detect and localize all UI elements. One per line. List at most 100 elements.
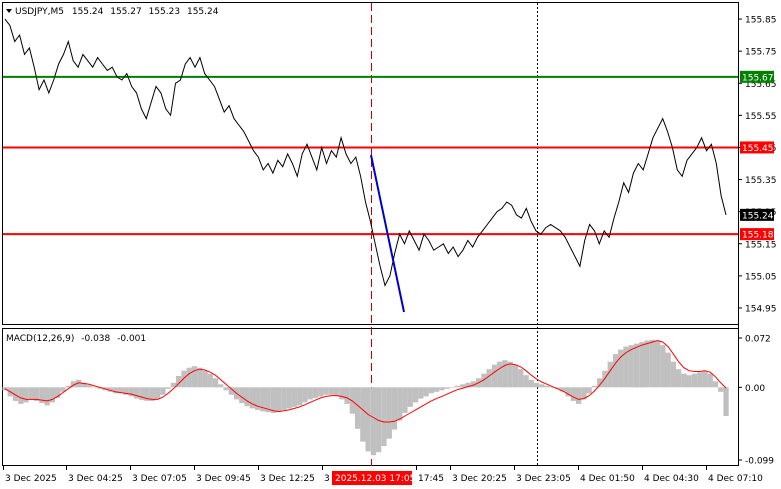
macd-bar-43 — [228, 387, 234, 395]
macd-bar-31 — [165, 387, 171, 389]
macd-bar-122 — [644, 340, 650, 388]
trend-line[interactable] — [370, 154, 405, 313]
price-tick-label-9: 154.95 — [745, 304, 777, 314]
macd-bar-17 — [91, 386, 98, 388]
macd-value: -0.038 — [81, 334, 110, 344]
macd-bar-68 — [360, 387, 366, 442]
macd-bar-113 — [597, 378, 603, 388]
macd-bar-55 — [291, 387, 298, 407]
time-tick-label-2: 3 Dec 07:05 — [132, 474, 187, 484]
macd-bar-86 — [455, 385, 461, 388]
price-tick-label-5: 155.35 — [745, 176, 777, 186]
time-tick-label-0: 3 Dec 2025 — [5, 474, 57, 484]
macd-bar-25 — [133, 387, 140, 399]
macd-bar-45 — [239, 387, 245, 404]
level-label-bg-0 — [740, 70, 774, 83]
macd-bar-104 — [549, 387, 555, 388]
macd-bar-109 — [576, 387, 582, 404]
macd-bar-80 — [423, 387, 429, 397]
macd-bar-78 — [412, 387, 419, 403]
macd-bar-23 — [123, 387, 129, 395]
time-tick-label-4: 3 Dec 12:25 — [260, 474, 315, 484]
level-label-2: 155.18 — [742, 231, 774, 241]
macd-bar-115 — [607, 361, 613, 388]
macd-bar-57 — [302, 387, 308, 403]
price-series — [4, 18, 727, 287]
macd-bar-101 — [533, 382, 540, 388]
macd-bar-13 — [70, 381, 77, 388]
macd-bar-16 — [86, 385, 92, 388]
macd-bar-72 — [381, 387, 387, 447]
macd-bar-103 — [544, 385, 550, 388]
macd-bar-10 — [55, 387, 61, 398]
macd-bar-127 — [670, 361, 676, 388]
macd-bar-70 — [370, 387, 377, 456]
time-axis: 3 Dec 2025 3 Dec 04:25 3 Dec 07:05 3 Dec 09… — [3, 466, 763, 485]
price-header: USDJPY,M5 155.24 155.27 155.23 155.24 — [6, 7, 219, 17]
macd-bar-132 — [697, 372, 703, 388]
macd-bar-74 — [391, 387, 398, 430]
macd-bar-42 — [223, 387, 229, 391]
price-line — [4, 18, 727, 287]
macd-bar-35 — [186, 367, 192, 388]
current-price-bg — [740, 208, 774, 221]
macd-bar-47 — [249, 387, 255, 409]
macd-bar-71 — [376, 387, 382, 453]
macd-bar-62 — [328, 387, 334, 395]
macd-bar-97 — [512, 364, 519, 388]
macd-bar-29 — [155, 387, 161, 400]
macd-bar-82 — [433, 387, 440, 392]
level-label-bg-1 — [740, 141, 774, 154]
macd-bar-34 — [181, 370, 187, 388]
macd-signal-value: -0.001 — [117, 334, 146, 344]
level-label-1: 155.45 — [742, 144, 774, 154]
macd-bar-111 — [586, 387, 592, 394]
macd-bar-59 — [312, 387, 319, 398]
macd-bar-41 — [218, 384, 224, 388]
macd-bar-67 — [355, 387, 361, 429]
macd-bar-112 — [591, 385, 598, 388]
macd-bar-85 — [449, 387, 455, 388]
macd-bar-49 — [260, 387, 266, 412]
macd-name: MACD(12,26,9) — [6, 334, 74, 344]
ohlc-close: 155.24 — [187, 7, 219, 17]
macd-bar-75 — [397, 387, 403, 421]
macd-axis: 0.072 0.00 -0.099 — [738, 335, 774, 467]
macd-bar-37 — [197, 367, 203, 388]
macd-bar-79 — [418, 387, 424, 399]
time-tick-label-9: 4 Dec 01:50 — [580, 474, 635, 484]
macd-bar-32 — [170, 382, 177, 388]
macd-bar-134 — [707, 373, 713, 388]
macd-bar-98 — [518, 369, 524, 388]
macd-bar-54 — [286, 387, 292, 409]
macd-bar-73 — [386, 387, 392, 439]
macd-bar-93 — [491, 364, 498, 388]
macd-bar-110 — [581, 387, 587, 400]
time-tick-label-8: 3 Dec 23:05 — [516, 474, 571, 484]
macd-bar-64 — [339, 387, 345, 400]
macd-bar-76 — [402, 387, 408, 413]
macd-bar-33 — [176, 376, 182, 388]
macd-tick-label-1: 0.00 — [745, 384, 765, 394]
time-tick-label-10: 4 Dec 04:30 — [644, 474, 699, 484]
macd-bar-137 — [723, 387, 729, 416]
price-level-lines — [3, 75, 738, 236]
macd-bar-69 — [365, 387, 371, 452]
macd-bar-77 — [407, 387, 413, 407]
cursor-time-label: 2025.12.03 17:05 — [335, 474, 415, 484]
macd-bar-27 — [144, 387, 150, 401]
macd-bar-87 — [460, 384, 466, 388]
level-label-bg-2 — [740, 228, 774, 241]
price-tick-label-0: 155.85 — [745, 16, 777, 26]
macd-bar-53 — [281, 387, 287, 410]
macd-bar-121 — [639, 342, 645, 388]
macd-header: MACD(12,26,9) -0.038 -0.001 — [6, 334, 146, 344]
macd-bar-96 — [507, 361, 513, 388]
macd-bar-6 — [33, 387, 40, 401]
macd-bar-135 — [712, 381, 719, 388]
macd-bar-83 — [439, 387, 445, 391]
macd-bar-2 — [12, 387, 19, 401]
time-tick-label-11: 4 Dec 07:10 — [708, 474, 763, 484]
dropdown-triangle-icon[interactable] — [6, 9, 12, 13]
